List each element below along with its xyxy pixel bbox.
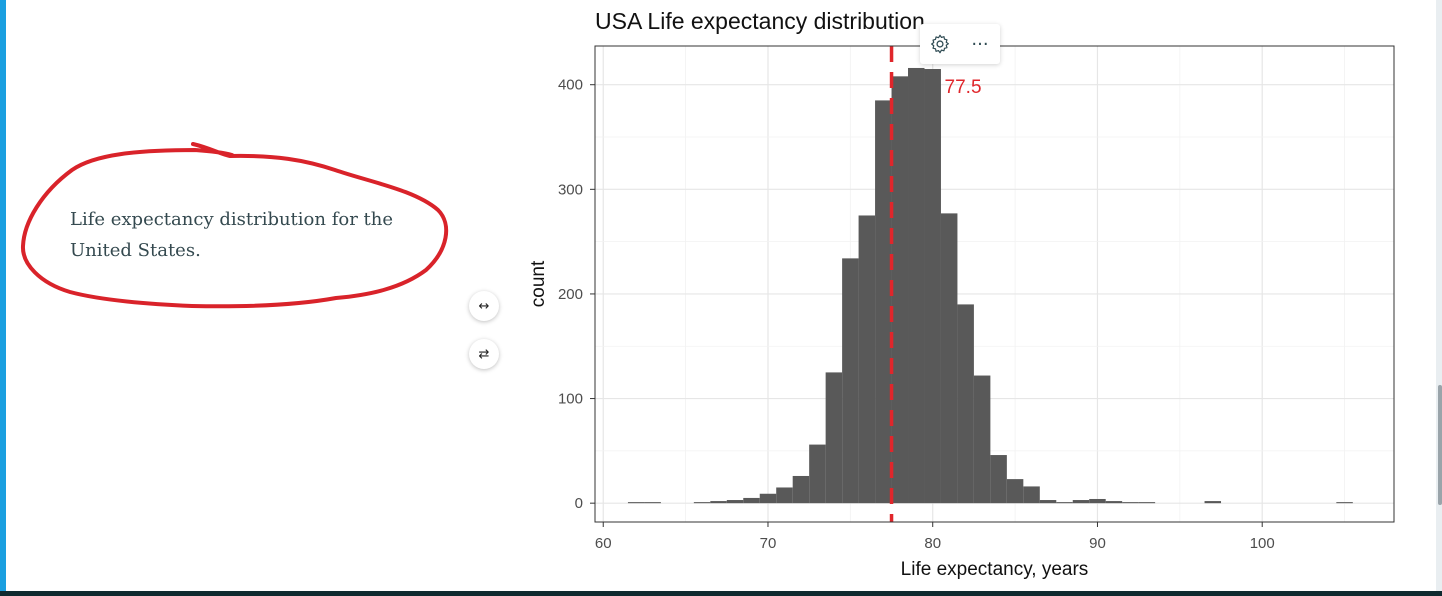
histogram-bar [1056, 502, 1073, 504]
x-tick-label: 90 [1089, 535, 1106, 552]
bottom-bar [0, 591, 1442, 596]
histogram-bar [693, 502, 711, 504]
mean-value-label: 77.5 [945, 77, 982, 98]
settings-button[interactable] [925, 29, 955, 59]
red-circle-annotation [21, 142, 448, 309]
histogram-bar [842, 258, 859, 504]
x-tick-label: 100 [1250, 535, 1275, 552]
histogram-bar [1105, 501, 1123, 504]
histogram-bar [858, 215, 876, 504]
histogram-bar [875, 100, 892, 504]
chart-x-axis-label: Life expectancy, years [901, 559, 1089, 580]
x-tick-label: 80 [924, 535, 941, 552]
histogram-bar [940, 213, 958, 504]
histogram-bar [990, 455, 1007, 504]
histogram-bar [1138, 502, 1156, 504]
histogram-bar [710, 501, 727, 504]
chart-bars [627, 67, 1353, 504]
right-scrollbar-thumb[interactable] [1438, 385, 1442, 505]
histogram-chart: 60 70 80 90 100 0 100 200 300 400 USA Life expect… [528, 8, 1395, 580]
y-tick-label: 0 [575, 495, 583, 512]
histogram-bar [924, 69, 941, 504]
chart-toolbar: ··· [920, 24, 1000, 64]
caption-text: Life expectancy distribution for the Uni… [70, 209, 394, 261]
right-scroll-track[interactable] [1436, 0, 1442, 596]
swap-icon: ⇄ [478, 346, 490, 362]
chart-axes: 60 70 80 90 100 0 100 200 300 400 [558, 77, 1275, 552]
chart-title: USA Life expectancy distribution [595, 8, 925, 34]
histogram-bar [644, 502, 661, 504]
histogram-bar [1089, 498, 1106, 504]
y-tick-label: 300 [558, 181, 583, 198]
histogram-bar [759, 493, 777, 504]
histogram-bar [627, 502, 645, 504]
histogram-bar [825, 372, 843, 504]
x-tick-label: 70 [760, 535, 777, 552]
histogram-bar [908, 67, 925, 504]
y-tick-label: 200 [558, 286, 583, 303]
histogram-bar [776, 487, 793, 504]
histogram-bar [957, 304, 974, 504]
left-accent-bar [0, 0, 6, 596]
histogram-bar [1122, 502, 1139, 504]
x-tick-label: 60 [595, 535, 612, 552]
gear-icon [931, 34, 949, 54]
y-tick-label: 100 [558, 391, 583, 408]
more-button[interactable]: ··· [965, 29, 995, 59]
chart-gridlines [595, 46, 1394, 522]
expand-width-button[interactable]: ↔ [469, 291, 499, 321]
histogram-bar [973, 375, 991, 504]
expand-width-icon: ↔ [478, 298, 490, 314]
histogram-bar [891, 76, 909, 504]
swap-button[interactable]: ⇄ [469, 339, 499, 369]
histogram-bar [792, 475, 810, 504]
histogram-bar [1336, 502, 1353, 504]
caption-block: Life expectancy distribution for the Uni… [20, 140, 452, 315]
histogram-bar [1204, 501, 1222, 504]
histogram-bar [1006, 479, 1024, 504]
histogram-bar [809, 444, 826, 504]
histogram-bar [1072, 500, 1090, 504]
y-tick-label: 400 [558, 77, 583, 94]
more-icon: ··· [971, 33, 989, 55]
histogram-bar [726, 500, 744, 504]
histogram-bar [1039, 500, 1057, 504]
histogram-bar [743, 497, 760, 504]
histogram-bar [1023, 486, 1040, 504]
chart-y-axis-label: count [528, 260, 549, 307]
